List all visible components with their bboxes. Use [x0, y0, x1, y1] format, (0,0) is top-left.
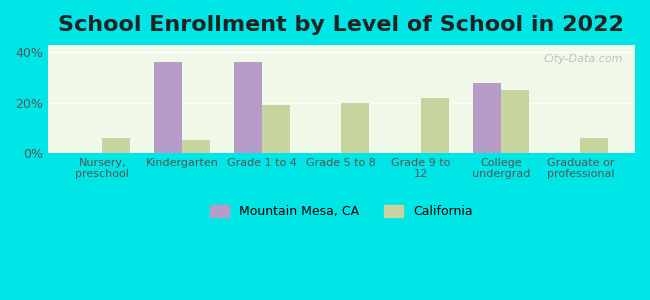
Title: School Enrollment by Level of School in 2022: School Enrollment by Level of School in …: [58, 15, 624, 35]
Bar: [473, 82, 501, 153]
Bar: [421, 98, 449, 153]
Bar: [341, 103, 369, 153]
Bar: [500, 90, 528, 153]
Legend: Mountain Mesa, CA, California: Mountain Mesa, CA, California: [205, 200, 478, 223]
Bar: [102, 138, 130, 153]
Bar: [182, 140, 210, 153]
Text: City-Data.com: City-Data.com: [544, 53, 623, 64]
Bar: [154, 62, 182, 153]
Bar: [262, 105, 289, 153]
Bar: [234, 62, 262, 153]
Bar: [580, 138, 608, 153]
